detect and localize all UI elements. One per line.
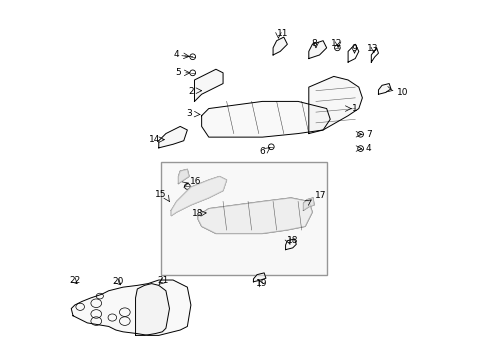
Text: 5: 5 [175, 68, 181, 77]
Text: 18: 18 [192, 210, 203, 219]
Polygon shape [201, 102, 329, 137]
Text: 16: 16 [189, 177, 201, 186]
Text: 7: 7 [365, 130, 371, 139]
Text: 18: 18 [286, 236, 298, 245]
Text: 19: 19 [255, 279, 267, 288]
Text: 4: 4 [173, 50, 179, 59]
Text: 2: 2 [188, 87, 193, 96]
Polygon shape [272, 37, 287, 55]
Polygon shape [194, 69, 223, 102]
Text: 13: 13 [366, 44, 377, 53]
Text: 21: 21 [157, 276, 168, 285]
Polygon shape [198, 198, 312, 234]
Text: 15: 15 [155, 190, 166, 199]
Polygon shape [135, 284, 169, 336]
Text: 10: 10 [397, 88, 408, 97]
Polygon shape [171, 176, 226, 216]
Text: 6: 6 [259, 147, 264, 156]
Text: 4: 4 [365, 144, 371, 153]
Text: 11: 11 [276, 29, 287, 38]
Text: 9: 9 [350, 44, 356, 53]
Text: 17: 17 [315, 191, 326, 200]
Polygon shape [308, 76, 362, 134]
Bar [160, 162, 326, 275]
Text: 8: 8 [311, 39, 316, 48]
Polygon shape [303, 198, 313, 210]
Polygon shape [308, 41, 326, 59]
Polygon shape [378, 84, 390, 94]
Text: 3: 3 [185, 109, 191, 118]
Polygon shape [178, 169, 189, 184]
Polygon shape [71, 280, 190, 336]
Text: 14: 14 [149, 135, 160, 144]
Text: 1: 1 [351, 104, 357, 113]
Polygon shape [253, 273, 265, 282]
Text: 20: 20 [112, 277, 123, 286]
Text: 12: 12 [330, 39, 342, 48]
Polygon shape [159, 126, 187, 148]
Text: 22: 22 [69, 276, 81, 285]
